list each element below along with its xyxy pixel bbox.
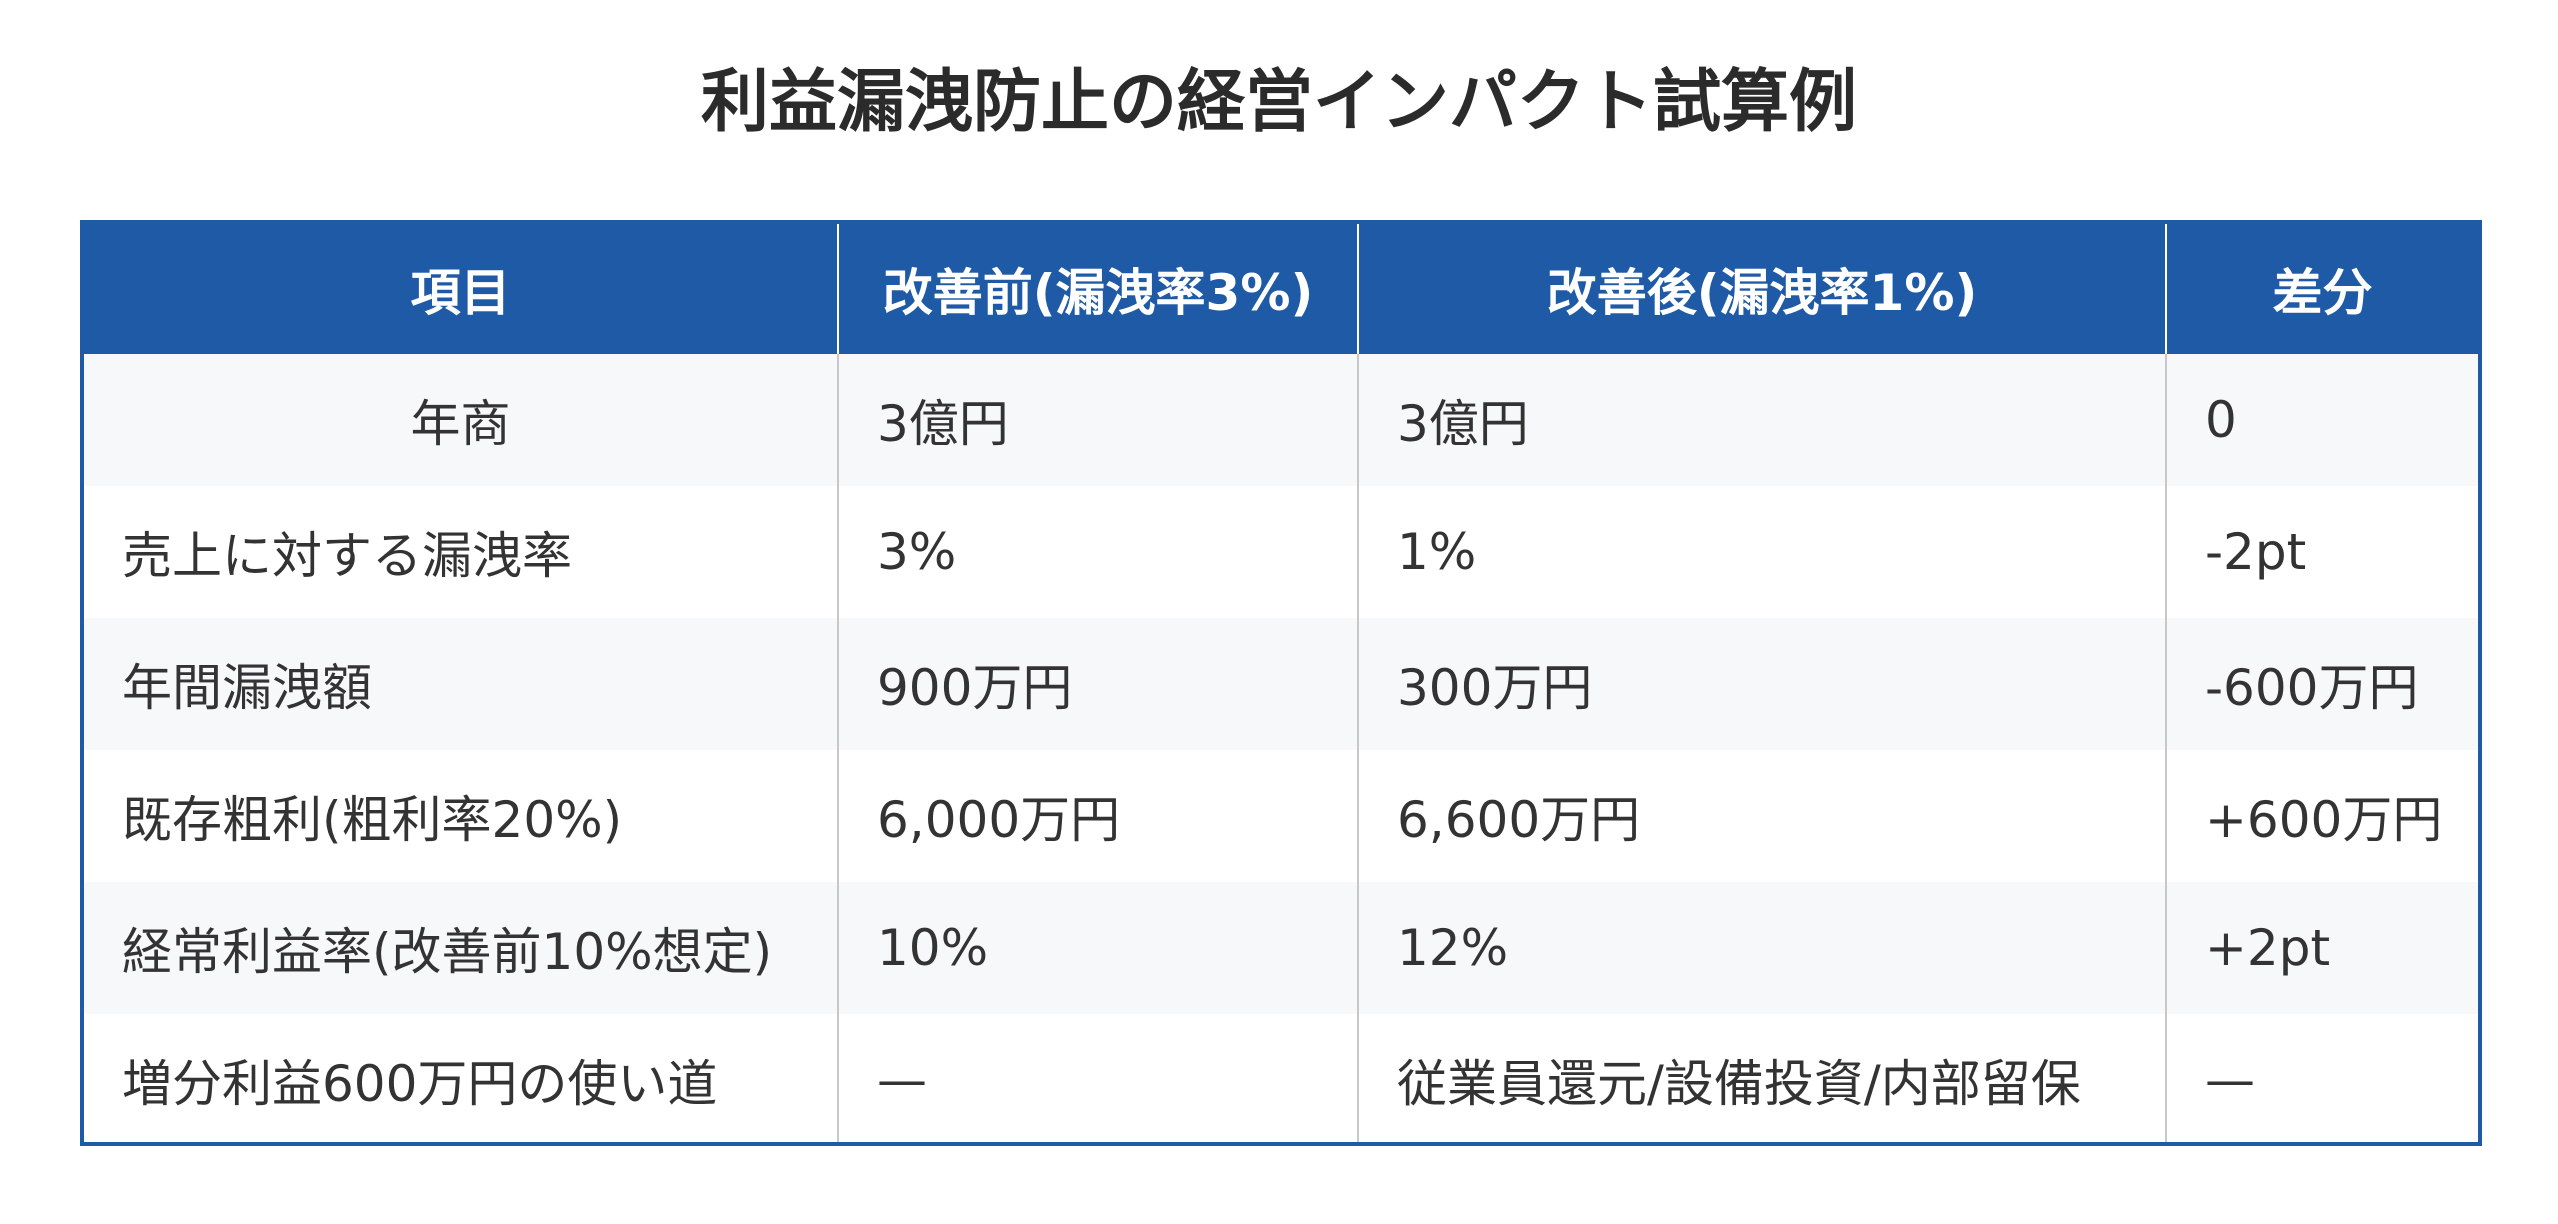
cell-diff: +600万円 (2165, 750, 2478, 882)
cell-after: 従業員還元/設備投資/内部留保 (1357, 1014, 2166, 1142)
cell-item: 売上に対する漏洩率 (84, 486, 838, 618)
cell-diff: -600万円 (2165, 618, 2478, 750)
cell-item: 経常利益率(改善前10%想定) (84, 882, 838, 1014)
cell-diff: -2pt (2165, 486, 2478, 618)
cell-before: 10% (837, 882, 1358, 1014)
cell-diff: — (2165, 1014, 2478, 1142)
cell-after: 3億円 (1357, 354, 2166, 486)
header-before: 改善前(漏洩率3%) (837, 224, 1358, 354)
table-header: 項目 改善前(漏洩率3%) 改善後(漏洩率1%) 差分 (84, 224, 2478, 354)
table-row: 売上に対する漏洩率 3% 1% -2pt (84, 486, 2478, 618)
table-row: 経常利益率(改善前10%想定) 10% 12% +2pt (84, 882, 2478, 1014)
cell-before: 3億円 (837, 354, 1358, 486)
table-row: 既存粗利(粗利率20%) 6,000万円 6,600万円 +600万円 (84, 750, 2478, 882)
header-item: 項目 (84, 224, 838, 354)
cell-item: 年間漏洩額 (84, 618, 838, 750)
cell-after: 300万円 (1357, 618, 2166, 750)
header-row: 項目 改善前(漏洩率3%) 改善後(漏洩率1%) 差分 (84, 224, 2478, 354)
cell-before: 3% (837, 486, 1358, 618)
table-row: 年間漏洩額 900万円 300万円 -600万円 (84, 618, 2478, 750)
cell-before: 6,000万円 (837, 750, 1358, 882)
cell-after: 1% (1357, 486, 2166, 618)
header-after: 改善後(漏洩率1%) (1357, 224, 2166, 354)
cell-diff: 0 (2165, 354, 2478, 486)
header-diff: 差分 (2165, 224, 2478, 354)
cell-after: 6,600万円 (1357, 750, 2166, 882)
impact-table-grid: 項目 改善前(漏洩率3%) 改善後(漏洩率1%) 差分 年商 3億円 3億円 0… (84, 224, 2478, 1142)
cell-before: — (837, 1014, 1358, 1142)
cell-item: 年商 (84, 354, 838, 486)
page-title: 利益漏洩防止の経営インパクト試算例 (700, 63, 1857, 142)
impact-table: 項目 改善前(漏洩率3%) 改善後(漏洩率1%) 差分 年商 3億円 3億円 0… (80, 220, 2482, 1146)
table-row: 年商 3億円 3億円 0 (84, 354, 2478, 486)
table-row: 増分利益600万円の使い道 — 従業員還元/設備投資/内部留保 — (84, 1014, 2478, 1142)
cell-diff: +2pt (2165, 882, 2478, 1014)
cell-after: 12% (1357, 882, 2166, 1014)
table-body: 年商 3億円 3億円 0 売上に対する漏洩率 3% 1% -2pt 年間漏洩額 … (84, 354, 2478, 1142)
cell-before: 900万円 (837, 618, 1358, 750)
cell-item: 既存粗利(粗利率20%) (84, 750, 838, 882)
cell-item: 増分利益600万円の使い道 (84, 1014, 838, 1142)
